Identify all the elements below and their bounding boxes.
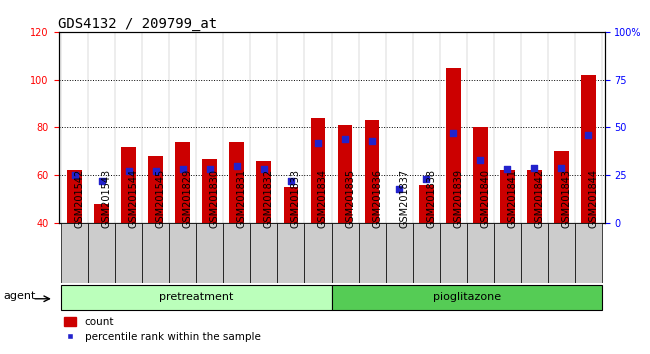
- Text: GSM201543: GSM201543: [102, 169, 112, 228]
- Text: GSM201837: GSM201837: [399, 169, 409, 228]
- Bar: [365, 120, 380, 223]
- Bar: [202, 159, 217, 223]
- FancyBboxPatch shape: [278, 223, 304, 283]
- Point: [286, 178, 296, 184]
- Text: GSM201836: GSM201836: [372, 169, 382, 228]
- Bar: [446, 68, 461, 223]
- Point: [259, 167, 269, 172]
- FancyBboxPatch shape: [467, 223, 494, 283]
- Text: GDS4132 / 209799_at: GDS4132 / 209799_at: [58, 17, 218, 31]
- FancyBboxPatch shape: [196, 223, 224, 283]
- Point: [151, 169, 161, 174]
- FancyBboxPatch shape: [494, 223, 521, 283]
- FancyBboxPatch shape: [575, 223, 602, 283]
- Point: [177, 167, 188, 172]
- Point: [421, 176, 432, 182]
- FancyBboxPatch shape: [439, 223, 467, 283]
- Text: GSM201542: GSM201542: [75, 169, 84, 228]
- Bar: [283, 187, 298, 223]
- Bar: [554, 152, 569, 223]
- Point: [448, 130, 458, 136]
- Bar: [229, 142, 244, 223]
- Bar: [122, 147, 136, 223]
- FancyBboxPatch shape: [304, 223, 332, 283]
- FancyBboxPatch shape: [548, 223, 575, 283]
- Text: GSM201834: GSM201834: [318, 169, 328, 228]
- Legend: count, percentile rank within the sample: count, percentile rank within the sample: [64, 317, 261, 342]
- Text: GSM201840: GSM201840: [480, 169, 490, 228]
- Text: pretreatment: pretreatment: [159, 292, 233, 302]
- Bar: [148, 156, 163, 223]
- Point: [529, 165, 539, 170]
- Point: [340, 136, 350, 142]
- Bar: [419, 185, 434, 223]
- Point: [124, 169, 134, 174]
- Text: GSM201835: GSM201835: [345, 169, 355, 228]
- FancyBboxPatch shape: [413, 223, 439, 283]
- FancyBboxPatch shape: [224, 223, 250, 283]
- Point: [502, 167, 512, 172]
- Text: GSM201544: GSM201544: [129, 169, 139, 228]
- Point: [583, 132, 593, 138]
- Point: [70, 172, 80, 178]
- Bar: [257, 161, 271, 223]
- Bar: [176, 142, 190, 223]
- Bar: [526, 171, 541, 223]
- Text: GSM201829: GSM201829: [183, 169, 193, 228]
- Point: [205, 167, 215, 172]
- Text: GSM201843: GSM201843: [561, 169, 571, 228]
- Text: GSM201839: GSM201839: [453, 169, 463, 228]
- FancyBboxPatch shape: [521, 223, 548, 283]
- Text: GSM201844: GSM201844: [588, 169, 598, 228]
- FancyBboxPatch shape: [385, 223, 413, 283]
- Point: [231, 163, 242, 169]
- Point: [313, 140, 323, 145]
- Bar: [473, 127, 488, 223]
- Text: pioglitazone: pioglitazone: [433, 292, 500, 302]
- Bar: [311, 118, 326, 223]
- FancyBboxPatch shape: [332, 285, 602, 310]
- FancyBboxPatch shape: [88, 223, 115, 283]
- FancyBboxPatch shape: [61, 285, 332, 310]
- Point: [475, 157, 486, 163]
- Text: GSM201831: GSM201831: [237, 169, 247, 228]
- FancyBboxPatch shape: [115, 223, 142, 283]
- Text: GSM201838: GSM201838: [426, 169, 436, 228]
- FancyBboxPatch shape: [250, 223, 278, 283]
- Bar: [337, 125, 352, 223]
- Bar: [68, 171, 82, 223]
- Point: [394, 186, 404, 192]
- Bar: [581, 75, 595, 223]
- FancyBboxPatch shape: [332, 223, 359, 283]
- Text: GSM201830: GSM201830: [210, 169, 220, 228]
- Text: GSM201833: GSM201833: [291, 169, 301, 228]
- Text: GSM201832: GSM201832: [264, 169, 274, 228]
- FancyBboxPatch shape: [61, 223, 88, 283]
- Text: GSM201545: GSM201545: [156, 169, 166, 228]
- Bar: [500, 171, 515, 223]
- FancyBboxPatch shape: [169, 223, 196, 283]
- Point: [367, 138, 377, 144]
- FancyBboxPatch shape: [359, 223, 385, 283]
- Point: [97, 178, 107, 184]
- Point: [556, 165, 566, 170]
- Text: GSM201841: GSM201841: [507, 169, 517, 228]
- Bar: [94, 204, 109, 223]
- Text: agent: agent: [3, 291, 35, 301]
- FancyBboxPatch shape: [142, 223, 169, 283]
- Text: GSM201842: GSM201842: [534, 169, 544, 228]
